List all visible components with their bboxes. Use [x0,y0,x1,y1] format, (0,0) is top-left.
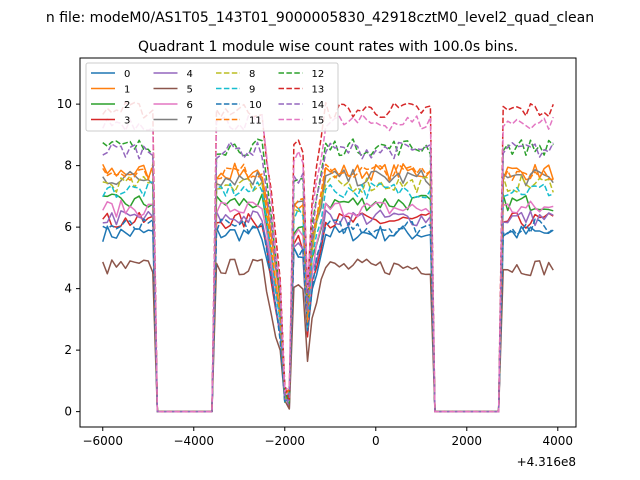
legend-label-3: 3 [124,116,130,127]
series-line-15 [102,113,554,413]
series-line-2 [102,193,554,413]
legend-label-11: 11 [249,116,262,127]
y-tick-label: 8 [64,159,72,173]
figure-suptitle: n file: modeM0/AS1T05_143T01_9000005830_… [46,10,594,26]
plot-area-frame [79,57,577,428]
x-tick-label: 2000 [452,434,483,448]
legend-label-2: 2 [124,100,130,111]
x-tick-label: 4000 [543,434,574,448]
legend-label-4: 4 [187,69,193,80]
legend-label-7: 7 [187,116,193,127]
series-line-10 [102,218,554,413]
legend-label-10: 10 [249,100,262,111]
series-line-9 [102,181,554,413]
y-tick-label: 2 [64,343,72,357]
chart-title: Quadrant 1 module wise count rates with … [138,39,518,55]
series-layer [102,101,554,413]
legend-label-1: 1 [124,85,130,96]
x-tick-label: −4000 [173,434,214,448]
series-line-0 [102,225,554,413]
legend-label-13: 13 [312,85,325,96]
y-tick-label: 10 [57,97,72,111]
legend-label-8: 8 [249,69,255,80]
legend-label-12: 12 [312,69,325,80]
y-tick-label: 6 [64,220,72,234]
x-axis: −6000 −4000 −2000 0 2000 4000 [82,427,573,448]
series-line-5 [102,258,554,413]
series-line-8 [102,175,554,413]
y-axis: 0 2 4 6 8 10 [57,97,80,419]
legend-label-9: 9 [249,85,255,96]
legend-label-6: 6 [187,100,193,111]
series-line-1 [102,162,554,413]
legend-label-5: 5 [187,85,193,96]
legend-frame [85,62,339,132]
legend-label-15: 15 [312,116,325,127]
y-tick-label: 0 [64,405,72,419]
series-line-4 [102,209,554,413]
x-tick-label: −6000 [82,434,123,448]
x-tick-label: −2000 [264,434,305,448]
series-line-6 [102,199,554,413]
y-tick-label: 4 [64,282,72,296]
series-line-13 [102,101,554,413]
series-line-3 [102,211,554,413]
legend-label-14: 14 [312,100,325,111]
legend-label-0: 0 [124,69,130,80]
x-tick-label: 0 [372,434,380,448]
x-offset-label: +4.316e8 [517,455,576,469]
series-line-11 [102,163,554,413]
series-line-12 [102,138,554,413]
